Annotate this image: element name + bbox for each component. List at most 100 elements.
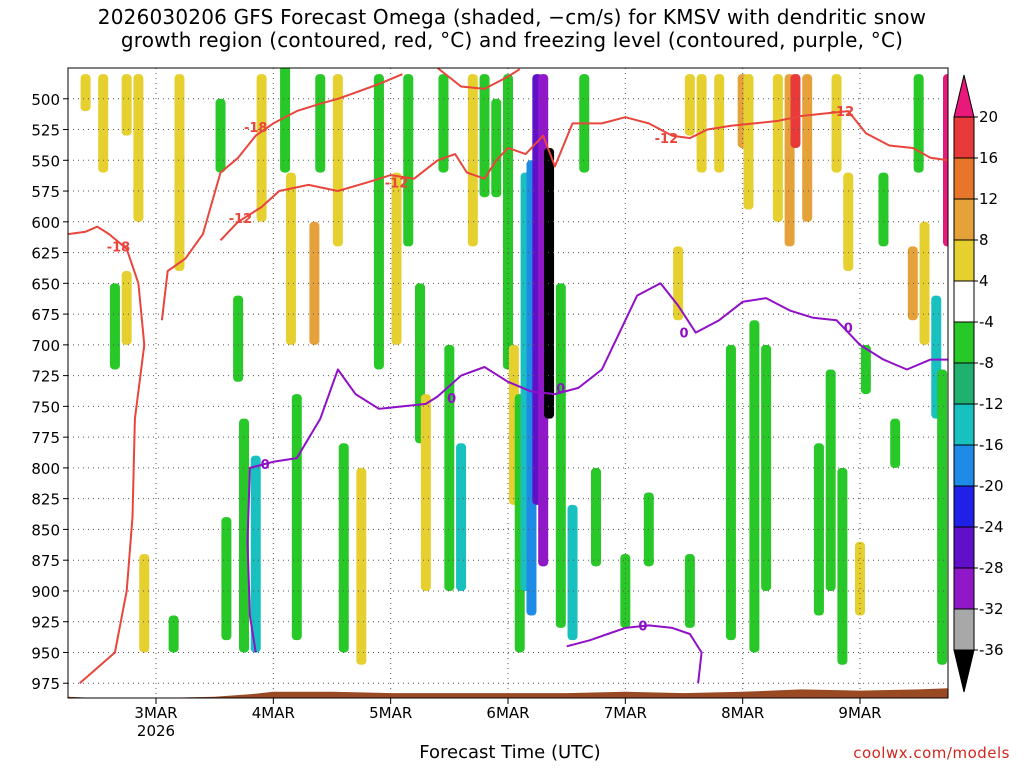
chart-title: 2026030206 GFS Forecast Omega (shaded, −… xyxy=(0,6,1024,52)
omega-cell xyxy=(890,418,901,468)
colorbar-segment xyxy=(953,444,975,487)
omega-cell xyxy=(491,98,502,198)
colorbar-segment xyxy=(953,362,975,405)
freezing-contour-line xyxy=(566,624,703,684)
dgz-contour-label: -12 xyxy=(655,132,679,147)
colorbar-segment xyxy=(953,116,975,159)
y-tick-label: 875 xyxy=(31,552,60,570)
freezing-contour-line xyxy=(246,282,948,653)
freezing-contour-label: 0 xyxy=(556,382,565,397)
y-tick-label: 500 xyxy=(31,91,60,109)
y-tick-label: 525 xyxy=(31,122,60,140)
omega-cell xyxy=(233,295,244,382)
colorbar-label: -16 xyxy=(979,436,1004,454)
omega-cell xyxy=(479,74,490,198)
chart-title-line2: growth region (contoured, red, °C) and f… xyxy=(120,28,904,52)
y-tick-label: 550 xyxy=(31,152,60,170)
y-tick-label: 600 xyxy=(31,214,60,232)
dgz-contour-label: -12 xyxy=(385,176,409,191)
omega-cell xyxy=(684,554,695,628)
omega-cell xyxy=(837,467,848,665)
omega-cell xyxy=(291,394,302,641)
colorbar-segment xyxy=(953,608,975,651)
dgz-contour-line xyxy=(219,110,948,241)
omega-cell xyxy=(80,74,91,112)
omega-cell xyxy=(725,344,736,641)
omega-cell xyxy=(684,74,695,136)
colorbar-segment xyxy=(953,526,975,569)
omega-cell xyxy=(831,74,842,173)
omega-cell xyxy=(761,344,772,591)
colorbar-segment xyxy=(953,198,975,241)
colorbar-label: -8 xyxy=(979,354,994,372)
omega-cell xyxy=(121,271,132,345)
colorbar-segment xyxy=(953,280,975,323)
freezing-contour-label: 0 xyxy=(261,458,270,473)
omega-cell xyxy=(221,517,232,641)
omega-cell xyxy=(567,504,578,641)
colorbar-segment xyxy=(953,403,975,446)
colorbar-segment xyxy=(953,321,975,364)
omega-cell xyxy=(456,443,467,591)
omega-cell xyxy=(714,74,725,173)
y-tick-label: 575 xyxy=(31,183,60,201)
axes: 500 525 550 575 600 625 650 675 700 725 750 775 800 8… xyxy=(31,67,949,740)
omega-cell xyxy=(878,172,889,247)
omega-cell xyxy=(332,74,343,247)
x-tick-sublabel: 2026 xyxy=(137,722,175,740)
omega-cell xyxy=(591,467,601,567)
gridlines xyxy=(68,68,948,698)
x-tick-label: 3MAR xyxy=(134,704,177,722)
terrain-fill xyxy=(68,688,948,698)
dgz-contour-label: -18 xyxy=(107,240,131,255)
omega-cell xyxy=(444,344,455,591)
freezing-contour-label: 0 xyxy=(638,619,647,634)
dgz-contour-line xyxy=(160,73,403,321)
omega-cell xyxy=(420,394,431,591)
colorbar-segment xyxy=(953,485,975,528)
colorbar-label: 20 xyxy=(979,108,998,126)
omega-cell xyxy=(544,147,555,419)
omega-cell xyxy=(825,369,836,591)
colorbar-segment xyxy=(953,649,975,693)
y-tick-label: 675 xyxy=(31,306,60,324)
omega-cell xyxy=(139,554,150,653)
colorbar-label: -12 xyxy=(979,395,1004,413)
x-tick-label: 5MAR xyxy=(369,704,412,722)
x-tick-label: 9MAR xyxy=(838,704,881,722)
omega-cell xyxy=(250,455,261,653)
terrain-ground xyxy=(68,688,948,698)
omega-cell xyxy=(109,283,120,370)
y-tick-label: 750 xyxy=(31,398,60,416)
colorbar-label: -36 xyxy=(979,641,1004,659)
colorbar-label: -32 xyxy=(979,600,1004,618)
dgz-contour-label: -12 xyxy=(229,212,253,227)
x-axis-label: Forecast Time (UTC) xyxy=(419,742,601,763)
omega-cell xyxy=(356,467,367,665)
freezing-contour-label: 0 xyxy=(447,392,456,407)
omega-cell xyxy=(790,74,801,148)
omega-cell xyxy=(802,74,813,222)
colorbar-label: 16 xyxy=(979,149,998,167)
contours: -18 -18 -12 -12 -12 -12 0 0 0 0 0 0 xyxy=(68,68,948,684)
omega-cell xyxy=(285,172,296,345)
colorbar-segment xyxy=(953,567,975,610)
omega-cell xyxy=(168,615,179,653)
omega-cell xyxy=(239,418,249,653)
omega-cell xyxy=(907,246,918,321)
colorbar-label: -4 xyxy=(979,313,994,331)
credit-link[interactable]: coolwx.com/models xyxy=(853,744,1010,762)
x-tick-label: 6MAR xyxy=(486,704,529,722)
omega-cell xyxy=(913,74,924,173)
omega-cell xyxy=(309,221,320,345)
omega-cell xyxy=(98,74,109,173)
colorbar-label: 4 xyxy=(979,272,989,290)
omega-cell xyxy=(467,74,478,247)
dgz-contour-line xyxy=(68,225,146,684)
omega-cell xyxy=(215,98,226,173)
y-tick-label: 850 xyxy=(31,521,60,539)
dgz-contour-label: -12 xyxy=(831,105,855,120)
colorbar-label: 12 xyxy=(979,190,998,208)
colorbar-segment xyxy=(953,74,975,118)
x-tick-label: 8MAR xyxy=(721,704,764,722)
